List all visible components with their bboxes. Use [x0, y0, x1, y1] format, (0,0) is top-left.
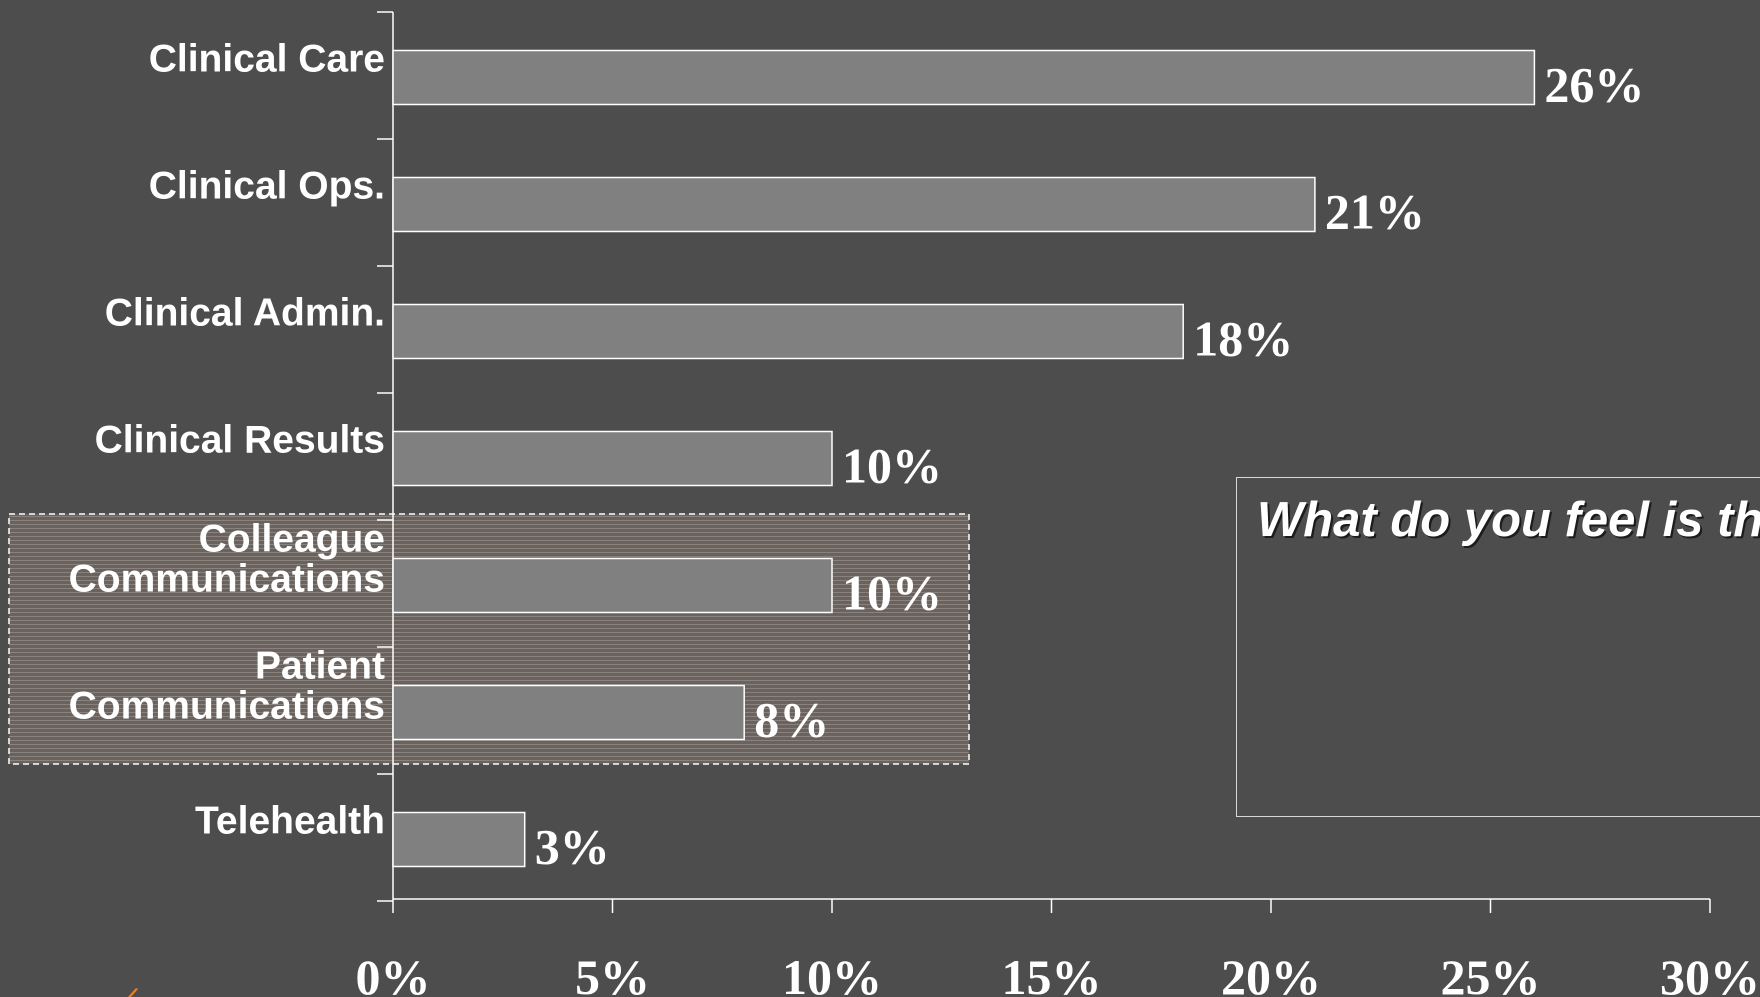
category-label: Clinical Admin.: [105, 292, 385, 335]
data-label: 10%: [842, 438, 942, 494]
corner-accent-icon: [128, 988, 138, 997]
bar: [392, 684, 745, 741]
data-label: 3%: [535, 819, 610, 875]
bar: [392, 430, 833, 487]
bar: [392, 303, 1184, 360]
category-label: Clinical Care: [149, 38, 385, 81]
data-label: 8%: [754, 692, 829, 748]
bar: [392, 49, 1536, 106]
data-label: 10%: [842, 565, 942, 621]
question-text: What do you feel is the most critical ca…: [1257, 493, 1760, 547]
category-label: Clinical Results: [95, 419, 385, 462]
x-tick-label: 10%: [782, 949, 882, 997]
x-tick-label: 30%: [1660, 949, 1760, 997]
data-label: 21%: [1325, 184, 1425, 240]
category-label: Colleague Communications: [69, 518, 385, 601]
x-tick-label: 15%: [1002, 949, 1102, 997]
category-label: Telehealth: [195, 800, 385, 843]
category-label: Clinical Ops.: [149, 165, 385, 208]
bar: [392, 557, 833, 614]
x-tick-label: 0%: [356, 949, 431, 997]
bar: [392, 811, 526, 868]
x-tick-label: 5%: [575, 949, 650, 997]
question-callout: What do you feel is the most critical ca…: [1236, 477, 1760, 817]
x-tick-label: 20%: [1221, 949, 1321, 997]
data-label: 26%: [1544, 57, 1644, 113]
x-tick-label: 25%: [1441, 949, 1541, 997]
category-label: Patient Communications: [69, 645, 385, 728]
data-label: 18%: [1193, 311, 1293, 367]
bar: [392, 176, 1316, 233]
